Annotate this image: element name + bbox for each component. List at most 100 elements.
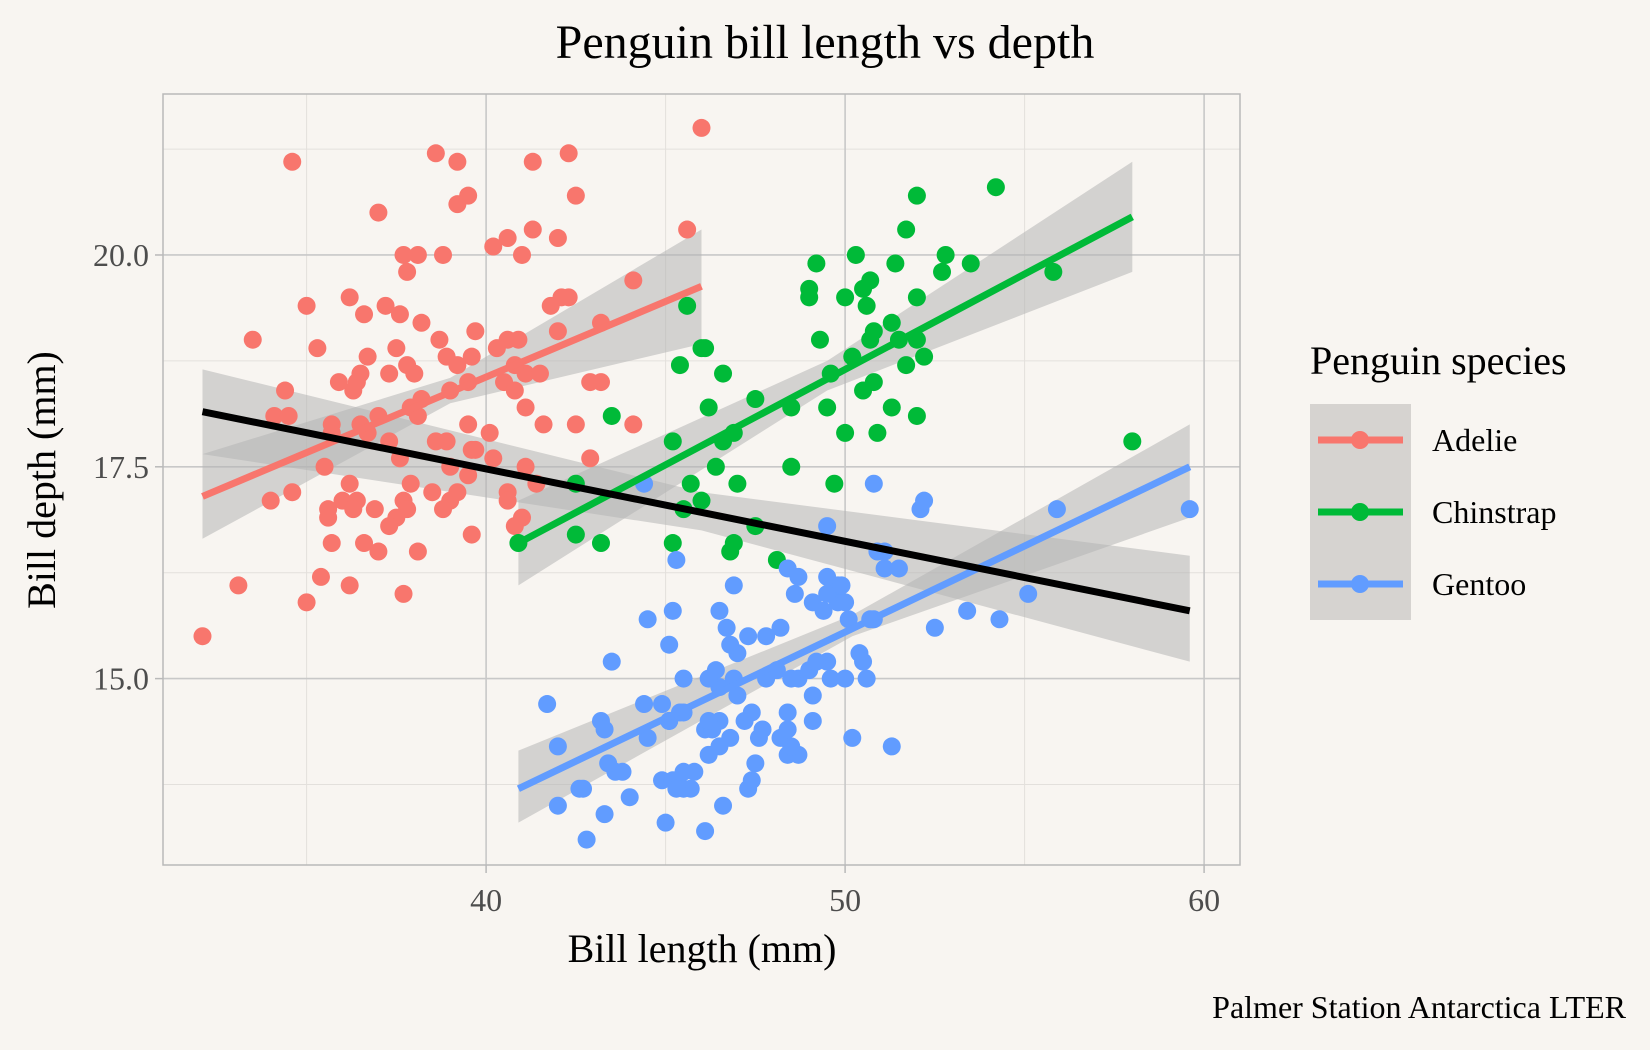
point-adelie	[311, 567, 330, 586]
point-gentoo	[613, 762, 632, 781]
point-adelie	[355, 534, 374, 553]
point-chinstrap	[591, 534, 610, 553]
point-adelie	[297, 296, 316, 315]
legend-label-adelie: Adelie	[1432, 422, 1517, 458]
point-gentoo	[821, 669, 840, 688]
point-gentoo	[818, 567, 837, 586]
y-tick-label: 20.0	[93, 237, 149, 273]
panel-border	[162, 93, 1241, 866]
point-adelie	[566, 415, 585, 434]
point-adelie	[434, 245, 453, 264]
point-gentoo	[875, 559, 894, 578]
point-adelie	[448, 152, 467, 171]
point-adelie	[355, 305, 374, 324]
fit-line-chinstrap	[516, 213, 1134, 547]
point-adelie	[462, 525, 481, 544]
point-adelie	[261, 491, 280, 510]
point-chinstrap	[692, 491, 711, 510]
point-gentoo	[663, 601, 682, 620]
point-gentoo	[778, 720, 797, 739]
point-chinstrap	[907, 288, 926, 307]
point-adelie	[523, 220, 542, 239]
point-adelie	[344, 500, 363, 519]
point-gentoo	[699, 669, 718, 688]
point-adelie	[390, 305, 409, 324]
point-chinstrap	[933, 262, 952, 281]
point-adelie	[513, 245, 531, 264]
point-gentoo	[728, 686, 747, 705]
point-chinstrap	[986, 178, 1005, 197]
point-gentoo	[742, 771, 761, 790]
plot-panel	[162, 93, 1241, 866]
point-adelie	[369, 203, 388, 222]
point-gentoo	[1019, 584, 1038, 603]
point-chinstrap	[936, 245, 955, 264]
point-gentoo	[595, 720, 614, 739]
point-adelie	[297, 593, 316, 612]
point-chinstrap	[861, 271, 880, 290]
point-chinstrap	[800, 279, 819, 298]
point-gentoo	[660, 635, 679, 654]
point-gentoo	[538, 695, 557, 714]
point-gentoo	[595, 805, 614, 824]
point-gentoo	[915, 491, 934, 510]
point-chinstrap	[721, 542, 740, 561]
point-gentoo	[818, 584, 837, 603]
point-gentoo	[667, 779, 686, 798]
point-adelie	[530, 364, 549, 383]
point-adelie	[193, 627, 212, 646]
point-chinstrap	[746, 390, 765, 409]
point-gentoo	[574, 779, 593, 798]
point-chinstrap	[670, 356, 689, 375]
point-chinstrap	[566, 525, 585, 544]
point-gentoo	[548, 737, 567, 756]
x-axis: 40 50 60	[470, 865, 1220, 918]
point-gentoo	[674, 669, 693, 688]
point-chinstrap	[886, 254, 905, 273]
point-chinstrap	[678, 296, 697, 315]
point-gentoo	[843, 728, 862, 747]
point-gentoo	[599, 754, 618, 773]
point-gentoo	[1047, 500, 1066, 519]
point-adelie	[678, 220, 697, 239]
point-gentoo	[785, 584, 804, 603]
legend-label-gentoo: Gentoo	[1432, 566, 1526, 602]
point-adelie	[448, 356, 467, 375]
data-points	[193, 118, 1199, 849]
point-chinstrap	[699, 398, 718, 417]
point-gentoo	[832, 576, 851, 595]
point-gentoo	[864, 474, 883, 493]
point-gentoo	[746, 754, 765, 773]
point-gentoo	[653, 695, 672, 714]
point-adelie	[548, 229, 567, 248]
fit-line-gentoo	[516, 463, 1192, 792]
point-chinstrap	[663, 432, 682, 451]
point-adelie	[516, 457, 535, 476]
point-gentoo	[803, 711, 822, 730]
point-gentoo	[714, 796, 733, 815]
point-adelie	[279, 406, 298, 425]
point-adelie	[559, 288, 578, 307]
point-chinstrap	[854, 381, 873, 400]
point-gentoo	[803, 686, 822, 705]
point-chinstrap	[714, 364, 733, 383]
point-adelie	[509, 330, 528, 349]
point-chinstrap	[1044, 262, 1063, 281]
point-adelie	[624, 415, 643, 434]
point-gentoo	[836, 669, 855, 688]
legend-key-point-adelie	[1351, 431, 1369, 449]
point-adelie	[487, 339, 506, 358]
y-tick-label: 15.0	[93, 661, 149, 697]
point-adelie	[283, 483, 302, 502]
point-adelie	[340, 288, 359, 307]
point-adelie	[340, 474, 359, 493]
point-gentoo	[836, 593, 855, 612]
point-adelie	[466, 322, 485, 341]
point-gentoo	[724, 576, 743, 595]
point-chinstrap	[915, 347, 934, 366]
point-adelie	[412, 313, 431, 332]
point-adelie	[434, 500, 453, 519]
point-gentoo	[889, 559, 908, 578]
point-gentoo	[1180, 500, 1199, 519]
x-tick-label: 60	[1188, 882, 1220, 918]
